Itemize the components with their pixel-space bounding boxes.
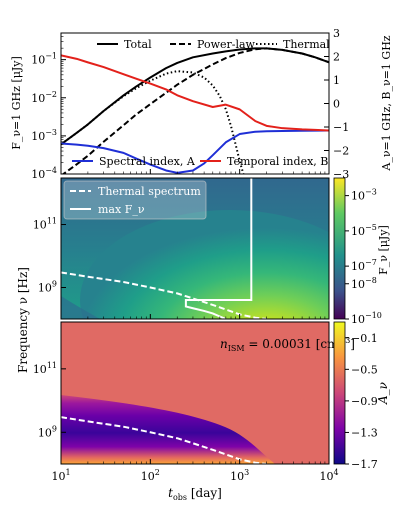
legend-total-label: Total [124,38,152,51]
middle-heatmap-corner [61,296,100,319]
middle-colorbar-tick-label: 10−3 [351,188,377,203]
bottom-heatmap [61,322,329,464]
legend-spectral-label: Spectral index, A [99,155,196,168]
legend-thermal-spectrum-label: Thermal spectrum [98,185,201,198]
bottom-lines-group [61,416,267,464]
top-right-tick-label: 3 [333,27,340,40]
bottom-colorbar-tick-label: −0.9 [351,395,378,408]
middle-colorbar-tick-label: 10−7 [351,258,377,273]
bottom-colorbar-tick-label: −1.7 [351,458,378,471]
top-legend: Total Power-law Thermal [97,38,330,51]
middle-colorbar-ticks: 10−3 10−5 10−7 10−8 10−10 [345,188,382,326]
middle-legend-box [63,180,207,220]
middle-colorbar [333,177,346,320]
x-tick-label: 102 [141,468,160,483]
top-left-tick-label: 10−2 [31,90,57,105]
middle-y-axis: 109 1011 [33,217,66,295]
legend-powerlaw-label: Power-law [197,38,256,51]
bottom-y-axis: 109 1011 [33,361,66,439]
series-spectral-index-a [61,129,329,174]
bottom-colorbar-tick-label: −0.1 [351,332,378,345]
middle-colorbar-tick-label: 10−5 [351,223,377,238]
legend-temporal-label: Temporal index, B [227,155,328,168]
series-temporal-index-b [61,54,329,132]
top-left-axis: 10−4 10−3 10−2 10−1 [31,32,66,181]
line-max-f [184,178,253,319]
top-right-tick-label: −2 [333,145,349,158]
bottom-colorbar-ticks: −0.1 −0.5 −0.9 −1.3 −1.7 [345,332,378,471]
middle-colorbar-tick-label: 10−8 [351,276,377,291]
bottom-plot-frame [60,321,330,465]
top-left-axis-label: F_ν=1 GHz [μJy] [10,56,23,150]
top-right-axis-label: A_ν=1 GHz, B_ν=1 GHz [380,35,393,171]
x-tick-label: 104 [319,468,338,483]
x-tick-label: 101 [51,468,70,483]
bottom-colorbar-tick-label: −0.5 [351,363,378,376]
bottom-legend: Spectral index, A Temporal index, B [72,155,328,168]
middle-legend: Thermal spectrum max F_ν [63,180,207,220]
top-right-tick-label: 1 [333,74,340,87]
bottom-colorbar-label: A_ν [376,382,390,405]
middle-y-tick-label: 1011 [33,217,57,232]
bottom-y-tick-label: 109 [38,424,57,439]
bottom-colorbar [333,321,346,465]
line-thermal-spectrum [61,416,267,464]
middle-y-tick-label: 109 [38,280,57,295]
line-thermal-spectrum [61,271,267,319]
bottom-heatmap-band [61,395,275,464]
series-power-law [61,47,329,174]
legend-max-flux-label: max F_ν [98,203,145,216]
middle-plot-frame [60,177,330,320]
top-left-tick-label: 10−4 [31,166,57,181]
middle-lines-group [61,178,267,319]
top-left-tick-label: 10−3 [31,128,57,143]
top-right-tick-label: 0 [333,98,340,111]
bottom-y-tick-label: 1011 [33,361,57,376]
top-right-tick-label: −1 [333,121,349,134]
x-tick-label: 103 [230,468,249,483]
x-axis: 101 102 103 104 [51,169,339,483]
middle-heatmap [61,178,329,319]
middle-colorbar-label: F_ν [μJy] [377,225,390,275]
shared-y-axis-label: Frequency ν [Hz] [16,267,30,373]
middle-colorbar-tick-label: 10−10 [351,311,382,326]
top-series-group [61,47,329,174]
bottom-colorbar-tick-label: −1.3 [351,426,378,439]
legend-thermal-label: Thermal [283,38,330,51]
top-left-tick-label: 10−1 [31,52,57,67]
middle-heatmap-peak [80,210,329,319]
x-axis-label: tobs [day] [168,486,222,502]
top-right-tick-label: 2 [333,51,340,64]
